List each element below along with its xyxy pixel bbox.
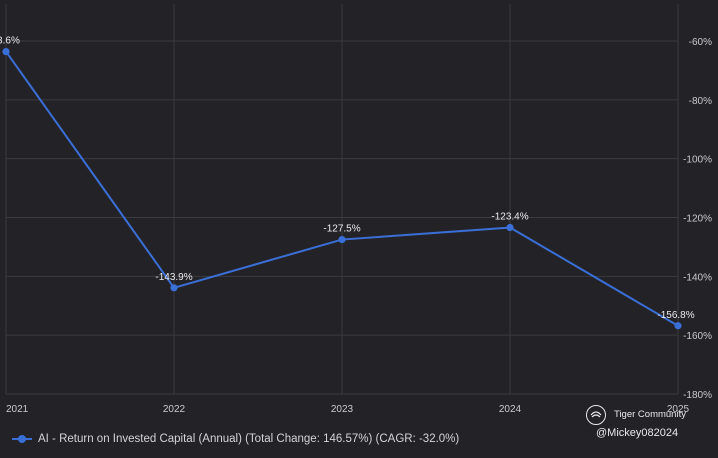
data-point	[170, 284, 178, 292]
y-tick-label: -100%	[683, 155, 712, 166]
data-label: -127.5%	[323, 224, 360, 235]
x-tick-label: 2024	[499, 404, 522, 415]
data-label: -123.4%	[491, 212, 528, 223]
watermark-handle: @Mickey082024	[596, 427, 679, 439]
x-tick-label: 2021	[6, 404, 29, 415]
y-tick-label: -120%	[683, 214, 712, 225]
legend-label: AI - Return on Invested Capital (Annual)…	[38, 433, 460, 445]
x-tick-label: 2022	[163, 404, 186, 415]
data-label: -156.8%	[657, 310, 694, 321]
legend[interactable]: AI - Return on Invested Capital (Annual)…	[12, 430, 459, 448]
y-tick-label: -160%	[683, 331, 712, 342]
data-label: -143.9%	[155, 272, 192, 283]
data-point	[2, 47, 10, 56]
y-tick-label: -60%	[689, 37, 712, 48]
legend-swatch	[12, 434, 32, 444]
tiger-community-logo-icon	[586, 405, 606, 425]
data-point	[674, 322, 682, 330]
data-label: -63.6%	[0, 36, 20, 47]
data-point	[506, 223, 514, 232]
x-tick-label: 2023	[331, 404, 354, 415]
watermark-title: Tiger Community	[614, 409, 686, 420]
x-tick-label: 2025	[667, 404, 690, 415]
data-point	[338, 235, 346, 244]
y-tick-label: -140%	[683, 272, 712, 283]
y-tick-label: -80%	[689, 96, 712, 107]
watermark: Tiger Community @Mickey082024	[586, 403, 706, 443]
y-tick-label: -180%	[683, 390, 712, 401]
